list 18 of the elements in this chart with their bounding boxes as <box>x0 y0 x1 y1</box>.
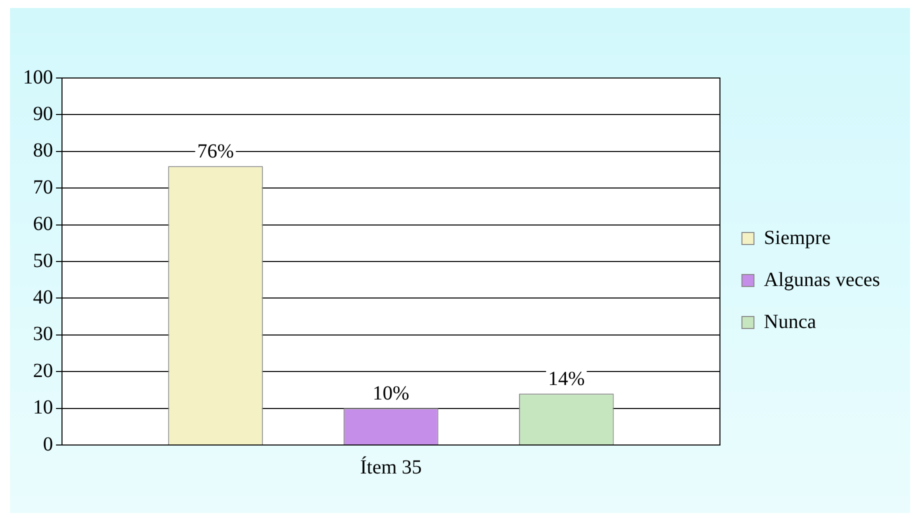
y-tick-label: 70 <box>33 176 53 198</box>
y-tick-label: 20 <box>33 360 53 382</box>
legend-label: Nunca <box>764 310 816 333</box>
data-label: 14% <box>548 368 585 390</box>
y-tick-label: 80 <box>33 140 53 162</box>
y-tick-label: 100 <box>23 66 53 88</box>
data-label: 76% <box>197 140 234 162</box>
y-tick-label: 50 <box>33 250 53 272</box>
y-tick-label: 60 <box>33 213 53 236</box>
y-tick-label: 40 <box>33 286 53 308</box>
legend-label: Siempre <box>764 226 831 249</box>
y-tick-label: 30 <box>33 323 53 346</box>
x-tick-label: Ítem 35 <box>360 455 422 478</box>
y-tick-label: 90 <box>33 102 53 125</box>
y-tick-label: 10 <box>33 396 53 419</box>
data-label: 10% <box>372 382 410 405</box>
legend-label: Algunas veces <box>764 268 880 291</box>
y-tick-label: 0 <box>43 433 53 456</box>
